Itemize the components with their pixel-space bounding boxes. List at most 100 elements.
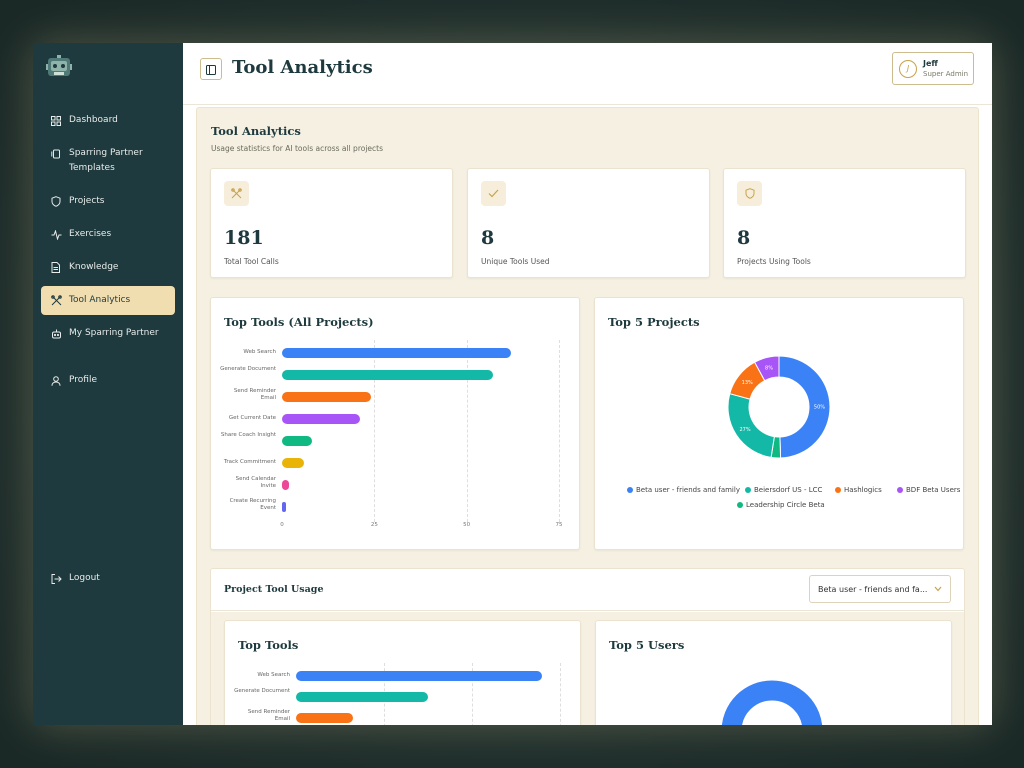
user-menu[interactable]: J Jeff Super Admin	[892, 52, 974, 85]
sidebar-item-label: Knowledge	[69, 262, 119, 272]
sidebar-item-knowledge[interactable]: Knowledge	[41, 253, 175, 282]
chart-title: Top 5 Users	[609, 638, 685, 652]
legend-swatch	[627, 487, 633, 493]
slice-value-label: 27%	[739, 427, 750, 433]
top-tools-bar-chart: Web Search Generate Document Send Reminder…	[211, 298, 579, 549]
bar-send-reminder-email[interactable]	[296, 713, 354, 723]
project-tool-usage-title: Project Tool Usage	[224, 584, 324, 595]
bar-create-recurring-event[interactable]	[282, 502, 286, 512]
sidebar-item-label: Dashboard	[69, 115, 118, 125]
legend-item-hashlogics[interactable]: Hashlogics	[835, 486, 882, 494]
section-title: Tool Analytics	[211, 124, 301, 138]
donut-slice-0[interactable]	[720, 679, 824, 725]
legend-label: Hashlogics	[844, 486, 882, 494]
chart-title: Top 5 Projects	[608, 315, 700, 329]
sidebar-item-label: My Sparring Partner	[69, 328, 159, 338]
shield-icon	[51, 194, 62, 209]
bar-label-generate-document: Generate Document	[220, 366, 276, 372]
bar-track-commitment[interactable]	[282, 458, 305, 468]
project-tool-usage-panel: Project Tool Usage Beta user - friends a…	[210, 568, 965, 725]
sidebar-item-sparring-partner-templates[interactable]: Sparring Partner Templates	[41, 139, 175, 183]
top-users-donut-chart: 51%	[720, 679, 824, 725]
bar-send-reminder-email[interactable]	[282, 392, 371, 402]
bar-label-generate-document: Generate Document	[234, 688, 290, 694]
legend-swatch	[835, 487, 841, 493]
legend-swatch	[737, 502, 743, 508]
project-select[interactable]: Beta user - friends and fa...	[809, 575, 951, 603]
bar-label-create-recurring-event: Create Recurring Event	[229, 498, 276, 511]
sidebar-toggle-icon	[206, 60, 216, 79]
project-top-tools-card: Top Tools Web Search Generate Document Sen…	[224, 620, 581, 725]
donut-slice-beiersdorf-us-lcc[interactable]	[727, 393, 775, 458]
legend-swatch	[745, 487, 751, 493]
x-tick-label: 50	[463, 522, 471, 528]
stat-label: Projects Using Tools	[737, 257, 811, 266]
legend-item-bdf-beta-users[interactable]: BDF Beta Users	[897, 486, 960, 494]
sidebar-item-my-sparring-partner[interactable]: My Sparring Partner	[41, 319, 175, 348]
logout-label: Logout	[69, 573, 100, 583]
check-icon	[481, 181, 506, 206]
tools-icon	[224, 181, 249, 206]
chevron-down-icon	[934, 585, 942, 594]
slice-value-label: 50%	[814, 404, 825, 410]
project-top-tools-bar-chart: Web Search Generate Document Send Reminder…	[225, 621, 580, 725]
stat-label: Unique Tools Used	[481, 257, 550, 266]
sidebar-item-tool-analytics[interactable]: Tool Analytics	[41, 286, 175, 315]
bar-generate-document[interactable]	[296, 692, 428, 702]
top-projects-chart-card: Top 5 Projects 50% 27% 13% 8% Beta user - f…	[594, 297, 964, 550]
legend-item-beta-user-friends-and-family[interactable]: Beta user - friends and family	[627, 486, 740, 494]
sidebar-item-label: Profile	[69, 375, 97, 385]
sidebar-item-dashboard[interactable]: Dashboard	[41, 106, 175, 135]
x-tick-label: 25	[370, 522, 378, 528]
project-select-value: Beta user - friends and fa...	[818, 584, 928, 594]
main-area: Tool Analytics J Jeff Super Admin Tool A…	[183, 43, 992, 725]
x-tick-label: 75	[555, 522, 563, 528]
bar-share-coach-insight[interactable]	[282, 436, 312, 446]
bar-label-web-search: Web Search	[257, 672, 290, 678]
bar-label-send-reminder-email: Send Reminder Email	[233, 388, 276, 401]
legend-label: Leadership Circle Beta	[746, 501, 825, 509]
donut-slice-beta-user-friends-and-family[interactable]	[778, 355, 831, 459]
user-role: Super Admin	[923, 69, 969, 78]
sidebar-nav: Dashboard Sparring Partner Templates Pro…	[33, 106, 183, 395]
legend-label: BDF Beta Users	[906, 486, 961, 494]
app-logo-icon[interactable]	[45, 55, 73, 81]
sidebar-item-profile[interactable]: Profile	[41, 366, 175, 395]
logout-button[interactable]: Logout	[41, 564, 175, 593]
bar-get-current-date[interactable]	[282, 414, 360, 424]
gridline	[472, 663, 473, 725]
legend-item-leadership-circle-beta[interactable]: Leadership Circle Beta	[737, 501, 825, 509]
donut-slice-bdf-beta-users[interactable]	[753, 355, 780, 382]
sidebar-item-projects[interactable]: Projects	[41, 187, 175, 216]
chart-title: Top Tools	[238, 638, 299, 652]
legend-label: Beta user - friends and family	[636, 486, 740, 494]
bar-generate-document[interactable]	[282, 370, 493, 380]
gridline	[560, 663, 561, 725]
bar-label-send-calendar-invite: Send Calendar Invite	[235, 476, 276, 489]
top-tools-chart-card: Top Tools (All Projects) Web Search Gener…	[210, 297, 580, 550]
gridline	[466, 340, 468, 522]
analytics-content: Tool Analytics Usage statistics for AI t…	[196, 107, 979, 725]
sidebar-item-label: Sparring Partner Templates	[69, 148, 143, 173]
bar-label-share-coach-insight: Share Coach Insight	[220, 432, 276, 438]
bar-web-search[interactable]	[282, 348, 511, 358]
stat-value: 8	[481, 227, 495, 249]
bar-label-send-reminder-email: Send Reminder Email	[247, 709, 290, 722]
cards-icon	[51, 146, 62, 161]
stat-card-unique-tools-used: 8 Unique Tools Used	[467, 168, 710, 278]
stat-card-projects-using-tools: 8 Projects Using Tools	[723, 168, 966, 278]
project-top-users-card: Top 5 Users 51%	[595, 620, 952, 725]
sidebar: Dashboard Sparring Partner Templates Pro…	[33, 43, 183, 725]
bar-send-calendar-invite[interactable]	[282, 480, 290, 490]
user-name: Jeff	[923, 58, 938, 68]
grid-icon	[51, 113, 62, 128]
bar-web-search[interactable]	[296, 671, 543, 681]
sidebar-item-exercises[interactable]: Exercises	[41, 220, 175, 249]
gridline	[559, 340, 560, 522]
stat-label: Total Tool Calls	[224, 257, 279, 266]
bot-icon	[51, 326, 62, 341]
legend-item-beiersdorf-us-lcc[interactable]: Beiersdorf US - LCC	[745, 486, 822, 494]
section-subtitle: Usage statistics for AI tools across all…	[211, 144, 383, 153]
stat-value: 8	[737, 227, 751, 249]
sidebar-toggle-button[interactable]	[200, 58, 222, 80]
